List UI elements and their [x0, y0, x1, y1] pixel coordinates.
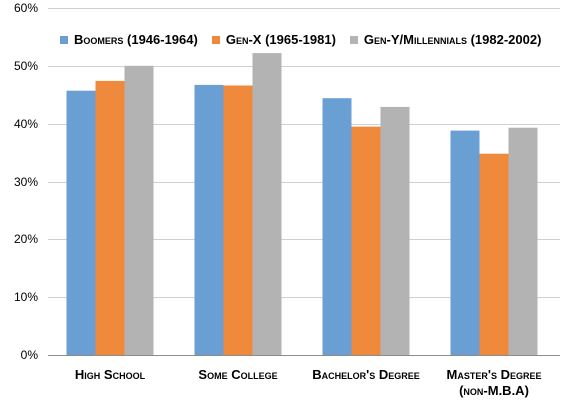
y-tick-label: 60% — [13, 1, 38, 15]
legend-item-boomers: Boomers (1946-1964) — [60, 32, 198, 47]
y-tick-label: 30% — [13, 174, 38, 189]
legend-item-genx: Gen-X (1965-1981) — [211, 32, 336, 47]
bar — [252, 53, 282, 355]
legend-label-boomers: Boomers (1946-1964) — [74, 32, 198, 47]
bar — [322, 98, 352, 355]
bar — [194, 84, 224, 356]
legend-swatch-geny — [349, 35, 358, 44]
bar — [95, 80, 125, 356]
bar — [66, 90, 96, 355]
bar — [380, 106, 410, 356]
legend-label-geny: Gen-Y/Millennials (1982-2002) — [363, 32, 542, 47]
x-tick-label: Master's Degree (non-M.B.A) — [446, 367, 542, 398]
y-tick-label: 50% — [13, 58, 38, 73]
x-tick-label: Bachelor's Degree — [312, 367, 420, 382]
bar — [223, 85, 253, 355]
y-tick-label: 0% — [20, 348, 38, 362]
bar — [124, 65, 154, 356]
bar — [508, 127, 538, 355]
y-tick-label: 40% — [13, 116, 38, 131]
y-tick-label: 20% — [13, 232, 38, 247]
legend-swatch-genx — [211, 35, 220, 44]
bar — [450, 130, 480, 355]
y-tick-label: 10% — [13, 290, 38, 305]
bar — [351, 126, 381, 355]
legend-label-genx: Gen-X (1965-1981) — [225, 32, 336, 47]
legend: Boomers (1946-1964) Gen-X (1965-1981) Ge… — [60, 32, 541, 47]
legend-swatch-boomers — [60, 35, 68, 44]
legend-item-geny: Gen-Y/Millennials (1982-2002) — [349, 32, 542, 47]
bar — [479, 153, 509, 355]
x-tick-label: High School — [74, 367, 146, 382]
x-tick-label: Some College — [198, 367, 278, 382]
